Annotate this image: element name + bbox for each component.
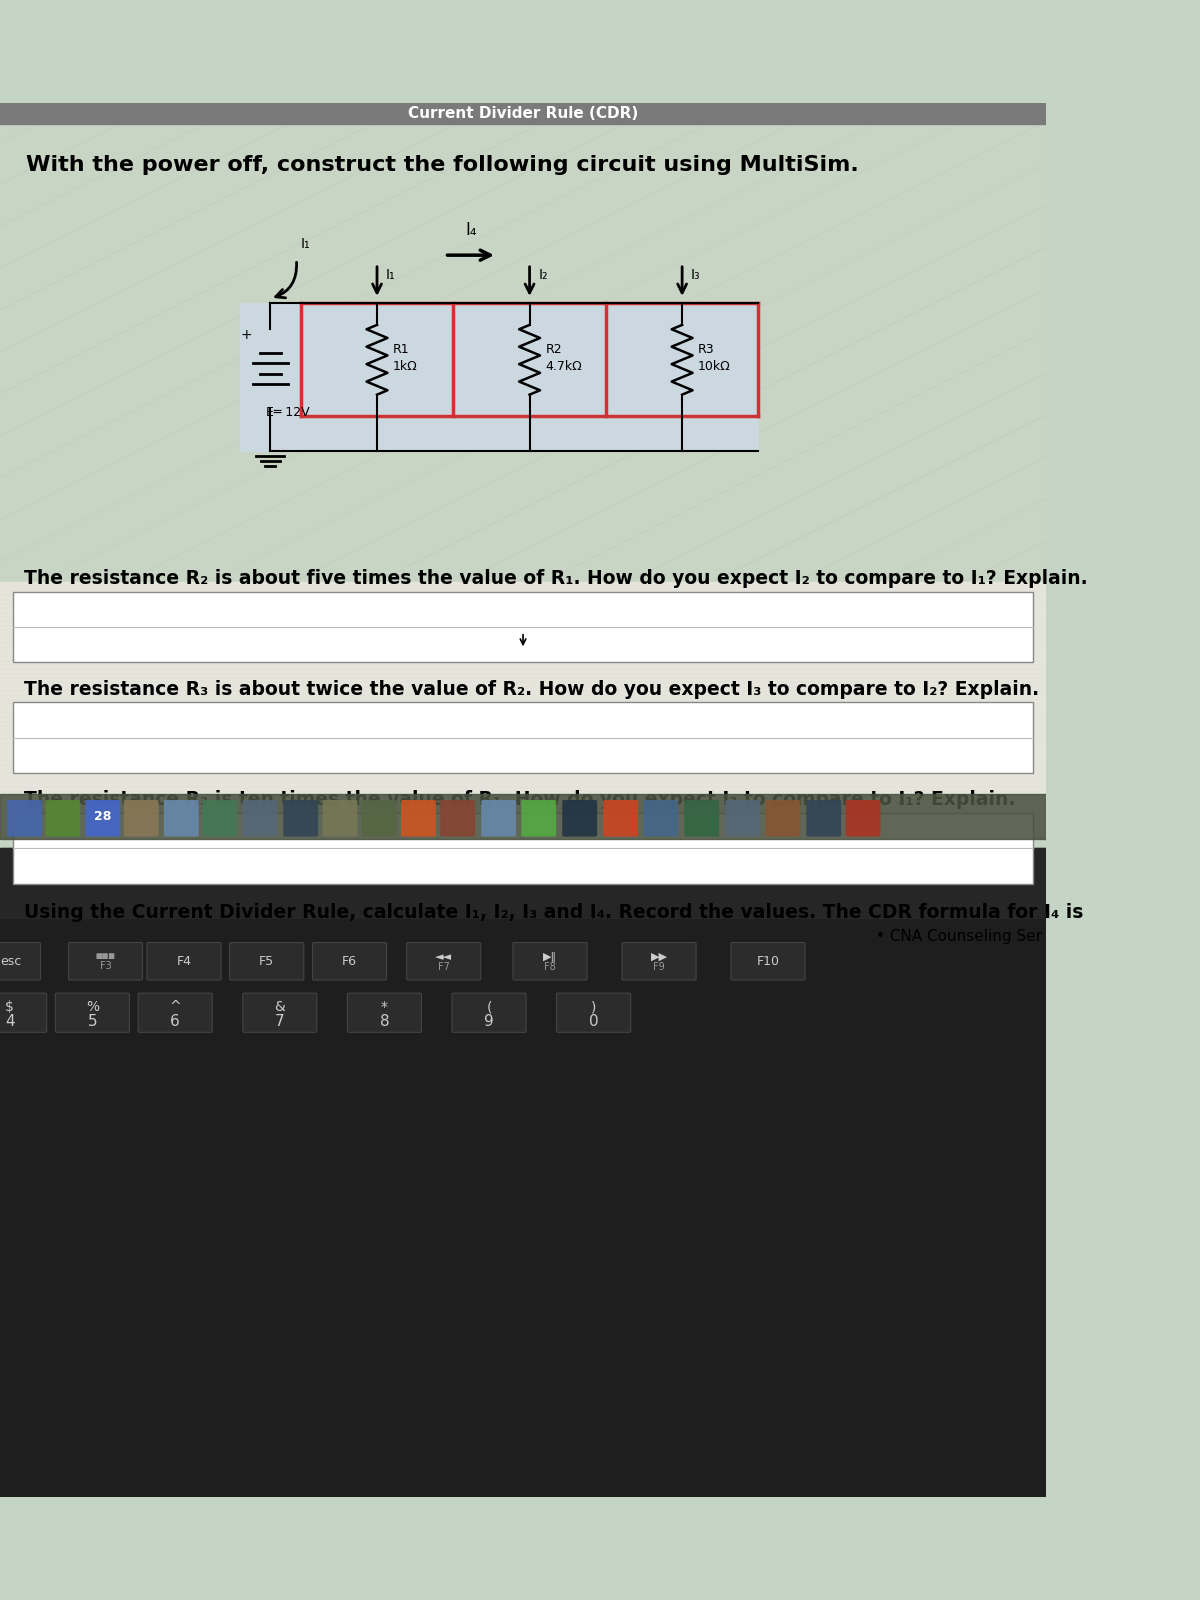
FancyBboxPatch shape (440, 800, 475, 837)
Bar (0, 848, 1046, 918)
FancyBboxPatch shape (55, 994, 130, 1032)
Text: I₁: I₁ (385, 269, 395, 282)
Text: F4: F4 (176, 955, 192, 968)
Text: 28: 28 (94, 810, 112, 822)
FancyBboxPatch shape (452, 994, 526, 1032)
Text: (: ( (486, 1000, 492, 1014)
Text: I₂: I₂ (539, 269, 547, 282)
Bar (0, 848, 1046, 1498)
FancyBboxPatch shape (312, 942, 386, 981)
Text: I₃: I₃ (691, 269, 701, 282)
Text: F9: F9 (653, 962, 665, 973)
Text: F7: F7 (438, 962, 450, 973)
Text: ▦▦▦: ▦▦▦ (96, 954, 115, 958)
FancyBboxPatch shape (407, 942, 481, 981)
Text: 1kΩ: 1kΩ (392, 360, 418, 373)
FancyBboxPatch shape (138, 994, 212, 1032)
Text: %: % (86, 1000, 98, 1014)
Text: F8: F8 (544, 962, 556, 973)
Text: 8: 8 (379, 1014, 389, 1029)
Bar (0, 102, 1046, 125)
FancyBboxPatch shape (514, 942, 587, 981)
FancyBboxPatch shape (323, 800, 358, 837)
Bar (13, 702, 1033, 773)
Text: R2: R2 (545, 342, 562, 355)
Text: With the power off, construct the following circuit using MultiSim.: With the power off, construct the follow… (26, 155, 859, 174)
Text: esc: esc (0, 955, 22, 968)
FancyBboxPatch shape (242, 994, 317, 1032)
Text: I₄: I₄ (464, 221, 476, 240)
Text: 10kΩ: 10kΩ (698, 360, 731, 373)
Text: $: $ (5, 1000, 14, 1014)
FancyBboxPatch shape (481, 800, 516, 837)
FancyBboxPatch shape (124, 800, 158, 837)
Bar (0, 582, 1046, 835)
FancyBboxPatch shape (283, 800, 318, 837)
Text: Using the Current Divider Rule, calculate I₁, I₂, I₃ and I₄. Record the values. : Using the Current Divider Rule, calculat… (24, 902, 1084, 922)
FancyBboxPatch shape (643, 800, 678, 837)
Text: 4: 4 (5, 1014, 14, 1029)
FancyBboxPatch shape (806, 800, 841, 837)
Text: +: + (240, 328, 252, 342)
Text: The resistance R₂ is about five times the value of R₁. How do you expect I₂ to c: The resistance R₂ is about five times th… (24, 570, 1088, 587)
FancyBboxPatch shape (731, 942, 805, 981)
Text: ▶▶: ▶▶ (650, 952, 667, 962)
Bar (240, 302, 758, 451)
FancyBboxPatch shape (242, 800, 277, 837)
FancyBboxPatch shape (347, 994, 421, 1032)
Text: MacBook Air: MacBook Air (467, 856, 578, 874)
FancyArrowPatch shape (276, 262, 296, 298)
Text: F3: F3 (100, 962, 112, 971)
Text: R1: R1 (392, 342, 409, 355)
Text: 6: 6 (170, 1014, 180, 1029)
FancyBboxPatch shape (604, 800, 638, 837)
Bar (0, 125, 1046, 582)
Text: ◄◄: ◄◄ (436, 952, 452, 962)
Text: F6: F6 (342, 955, 358, 968)
Text: R3: R3 (698, 342, 714, 355)
FancyBboxPatch shape (361, 800, 397, 837)
Text: 4.7kΩ: 4.7kΩ (545, 360, 582, 373)
Bar (13, 813, 1033, 883)
FancyBboxPatch shape (164, 800, 199, 837)
FancyBboxPatch shape (0, 942, 41, 981)
FancyBboxPatch shape (68, 942, 143, 981)
FancyBboxPatch shape (846, 800, 881, 837)
Text: Current Divider Rule (CDR): Current Divider Rule (CDR) (408, 106, 638, 122)
Text: E═ 12V: E═ 12V (266, 405, 310, 419)
Text: F5: F5 (259, 955, 275, 968)
FancyBboxPatch shape (521, 800, 556, 837)
Text: *: * (380, 1000, 388, 1014)
Text: ): ) (590, 1000, 596, 1014)
FancyBboxPatch shape (563, 800, 598, 837)
FancyBboxPatch shape (203, 800, 238, 837)
Text: I₁: I₁ (301, 237, 311, 251)
FancyBboxPatch shape (725, 800, 760, 837)
Text: The resistance R₃ is ten times the value of R₁. How do you expect I₃ to compare : The resistance R₃ is ten times the value… (24, 790, 1015, 810)
Text: • CNA Counseling Ser: • CNA Counseling Ser (876, 930, 1042, 944)
Text: 9: 9 (484, 1014, 494, 1029)
Text: 5: 5 (88, 1014, 97, 1029)
FancyBboxPatch shape (46, 800, 80, 837)
FancyBboxPatch shape (622, 942, 696, 981)
FancyBboxPatch shape (684, 800, 719, 837)
FancyBboxPatch shape (7, 800, 42, 837)
FancyBboxPatch shape (766, 800, 800, 837)
FancyBboxPatch shape (557, 994, 631, 1032)
FancyBboxPatch shape (0, 994, 47, 1032)
Text: 7: 7 (275, 1014, 284, 1029)
Bar (0, 794, 1046, 840)
Text: &: & (275, 1000, 286, 1014)
Bar (13, 592, 1033, 662)
FancyBboxPatch shape (401, 800, 436, 837)
Text: F10: F10 (756, 955, 780, 968)
Text: ▶‖: ▶‖ (544, 952, 557, 962)
Text: 0: 0 (589, 1014, 599, 1029)
FancyBboxPatch shape (229, 942, 304, 981)
FancyBboxPatch shape (85, 800, 120, 837)
Text: The resistance R₃ is about twice the value of R₂. How do you expect I₃ to compar: The resistance R₃ is about twice the val… (24, 680, 1039, 699)
FancyBboxPatch shape (146, 942, 221, 981)
Text: ^: ^ (169, 1000, 181, 1014)
